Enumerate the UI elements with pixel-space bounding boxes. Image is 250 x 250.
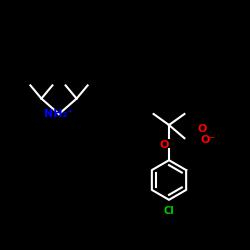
- Text: O: O: [197, 124, 207, 134]
- Text: Cl: Cl: [164, 206, 174, 216]
- Text: O⁻: O⁻: [201, 136, 216, 145]
- Text: O: O: [160, 140, 169, 150]
- Text: NH₂⁺: NH₂⁺: [44, 109, 74, 119]
